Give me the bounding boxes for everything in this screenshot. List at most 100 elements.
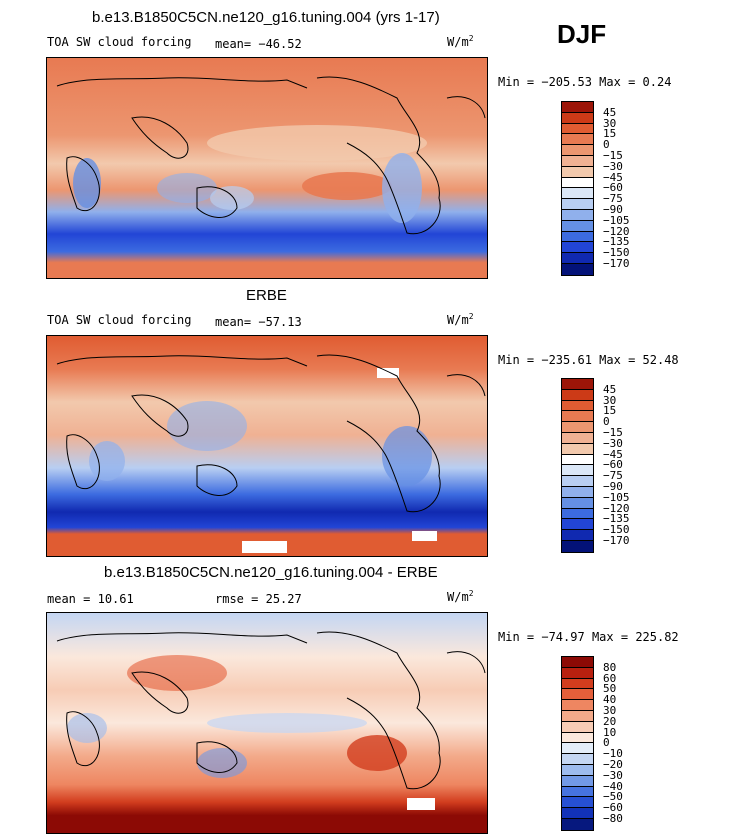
panel3-mean-label: mean = [47, 592, 91, 606]
colorbar-swatch [562, 667, 593, 679]
colorbar-tick-label: 15 [603, 404, 617, 418]
colorbar-swatch [562, 432, 593, 444]
panel1-mean-value: −46.52 [258, 37, 302, 51]
colorbar-tick-label: −15 [603, 426, 623, 439]
colorbar-tick-label: −50 [603, 790, 623, 804]
colorbar-swatch [562, 231, 593, 243]
colorbar-tick-label: 15 [603, 127, 617, 141]
colorbar-swatch [562, 263, 593, 275]
colorbar-tick-label: −60 [603, 458, 623, 472]
colorbar-swatch [562, 422, 593, 433]
colorbar-swatch [562, 678, 593, 690]
colorbar-tick-label: −45 [603, 170, 623, 184]
colorbar-swatch [562, 389, 593, 401]
colorbar-swatch [562, 732, 593, 744]
colorbar-tick-label: 30 [603, 393, 617, 407]
colorbar-tick-label: 30 [603, 704, 617, 717]
panel2-field [47, 336, 487, 556]
panel2-units: W/m2 [447, 312, 474, 327]
colorbar-swatch [562, 754, 593, 765]
colorbar-swatch [562, 166, 593, 178]
colorbar-swatch [562, 155, 593, 167]
colorbar-swatch [562, 797, 593, 809]
colorbar-tick-label: 45 [603, 105, 617, 119]
panel1-mean-label: mean= [215, 37, 252, 51]
colorbar-swatch [562, 519, 593, 531]
panel3-max-value: 225.82 [635, 630, 679, 644]
colorbar-tick-label: 0 [603, 138, 610, 152]
colorbar-swatch [562, 145, 593, 156]
colorbar-swatch [562, 530, 593, 541]
panel3-map [46, 612, 488, 834]
panel3-mean-value: 10.61 [97, 592, 134, 606]
colorbar-swatch [562, 710, 593, 722]
colorbar-tick-label: 45 [603, 382, 617, 396]
panel2-units-base: W/m [447, 313, 469, 327]
panel2-max-value: 52.48 [642, 353, 679, 367]
colorbar-swatch [562, 508, 593, 520]
panel3-min-value: −74.97 [541, 630, 585, 644]
panel1-units-exp: 2 [468, 34, 474, 43]
panel3-field [47, 613, 487, 833]
panel2-units-exp: 2 [468, 312, 474, 321]
colorbar-tick-label: −105 [603, 213, 630, 227]
colorbar-swatch [562, 689, 593, 701]
panel3-units-base: W/m [447, 590, 469, 604]
colorbar-tick-label: 60 [603, 671, 617, 685]
colorbar-tick-label: −80 [603, 812, 623, 825]
colorbar-tick-label: 50 [603, 682, 617, 696]
panel1-title: b.e13.B1850C5CN.ne120_g16.tuning.004 (yr… [92, 9, 440, 26]
colorbar-swatch [562, 764, 593, 776]
colorbar-tick-label: −20 [603, 758, 623, 771]
colorbar-tick-label: 40 [603, 693, 617, 707]
colorbar-tick-label: −30 [603, 768, 623, 782]
colorbar-tick-label: −45 [603, 447, 623, 461]
colorbar-tick-label: −105 [603, 490, 630, 504]
colorbar-tick-label: −75 [603, 469, 623, 483]
panel1-map [46, 57, 488, 279]
panel2-min-value: −235.61 [541, 353, 592, 367]
panel3-rmse-label: rmse = [215, 592, 259, 606]
colorbar-swatch [562, 112, 593, 124]
colorbar-swatch [562, 476, 593, 487]
colorbar-tick-label: −15 [603, 149, 623, 162]
panel3-min-label: Min = [498, 630, 535, 644]
colorbar-tick-label: −135 [603, 235, 630, 249]
colorbar-tick-label: −135 [603, 512, 630, 526]
colorbar-swatch [562, 177, 593, 189]
panel1-minmax: Min = −205.53 Max = 0.24 [498, 75, 671, 89]
panel2-map [46, 335, 488, 557]
colorbar-swatch [562, 400, 593, 412]
panel1-units-base: W/m [447, 35, 469, 49]
panel3-mean: mean = 10.61 [47, 592, 134, 606]
colorbar-swatch [562, 102, 593, 113]
colorbar-tick-label: −90 [603, 480, 623, 493]
colorbar-tick-label: −150 [603, 246, 630, 260]
panel2-min-label: Min = [498, 353, 535, 367]
panel2-mean: mean= −57.13 [215, 315, 302, 329]
panel1-min-value: −205.53 [541, 75, 592, 89]
colorbar-swatch [562, 465, 593, 477]
colorbar-swatch [562, 242, 593, 254]
colorbar-tick-label: 0 [603, 736, 610, 750]
colorbar-tick-label: 20 [603, 714, 617, 728]
colorbar-swatch [562, 808, 593, 819]
panel3-units-exp: 2 [468, 589, 474, 598]
colorbar-tick-label: −60 [603, 801, 623, 815]
colorbar-swatch [562, 188, 593, 200]
panel1-min-label: Min = [498, 75, 535, 89]
colorbar-swatch [562, 657, 593, 668]
colorbar-tick-label: 0 [603, 415, 610, 429]
panel3-title: b.e13.B1850C5CN.ne120_g16.tuning.004 - E… [104, 564, 438, 581]
panel3-colorbar [561, 656, 594, 831]
colorbar-tick-label: 80 [603, 660, 617, 674]
colorbar-swatch [562, 123, 593, 135]
panel1-max-value: 0.24 [642, 75, 672, 89]
panel3-units: W/m2 [447, 589, 474, 604]
colorbar-tick-label: −90 [603, 203, 623, 216]
panel1-units: W/m2 [447, 34, 474, 49]
colorbar-swatch [562, 253, 593, 264]
panel2-variable: TOA SW cloud forcing [47, 313, 192, 327]
panel2-title: ERBE [246, 287, 287, 304]
panel2-max-label: Max = [599, 353, 636, 367]
